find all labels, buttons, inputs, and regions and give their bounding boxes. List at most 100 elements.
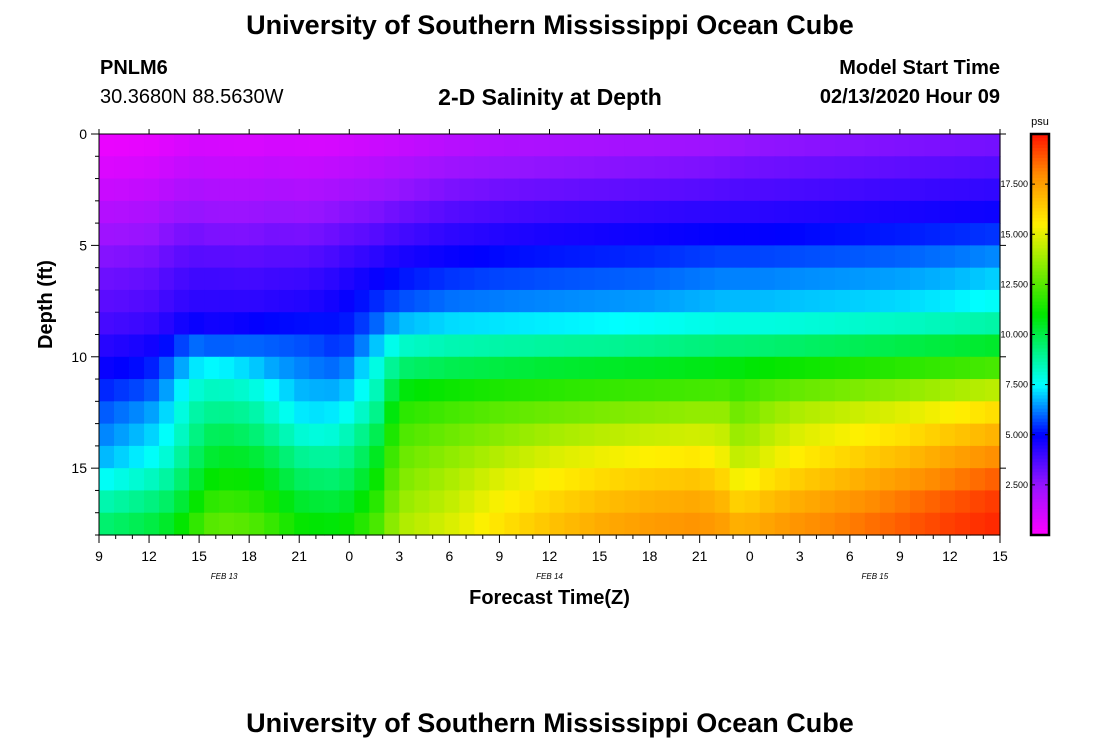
heatmap-cell (579, 200, 596, 224)
heatmap-cell (654, 468, 671, 492)
heatmap-cell (534, 356, 551, 380)
heatmap-cell (444, 356, 460, 380)
colorbar-segment (1031, 354, 1049, 359)
heatmap-cell (234, 178, 250, 202)
heatmap-cell (159, 512, 175, 536)
heatmap-cell (714, 223, 731, 246)
heatmap-cell (249, 423, 265, 447)
heatmap-cell (549, 334, 566, 358)
heatmap-cell (609, 312, 626, 336)
heatmap-cell (624, 178, 641, 202)
heatmap-cell (309, 334, 325, 358)
colorbar-segment (1031, 454, 1049, 459)
heatmap-cell (684, 356, 701, 380)
heatmap-cell (189, 423, 205, 447)
heatmap-cell (114, 468, 130, 492)
heatmap-cell (909, 267, 926, 291)
heatmap-cell (564, 156, 581, 180)
heatmap-cell (819, 468, 836, 492)
heatmap-cell (879, 423, 896, 447)
heatmap-cell (324, 245, 340, 269)
heatmap-cell (504, 468, 521, 492)
heatmap-cell (144, 490, 160, 514)
heatmap-cell (489, 468, 506, 492)
heatmap-cell (309, 200, 325, 224)
colorbar-segment (1031, 267, 1049, 272)
colorbar-segment (1031, 234, 1049, 239)
heatmap-cell (99, 134, 115, 157)
heatmap-cell (849, 445, 866, 469)
heatmap-cell (744, 490, 761, 514)
heatmap-cell (459, 401, 476, 425)
heatmap-cell (579, 356, 596, 380)
heatmap-cell (564, 468, 581, 492)
heatmap-cell (624, 445, 641, 469)
heatmap-cell (174, 356, 190, 380)
heatmap-cell (174, 379, 190, 402)
heatmap-cell (294, 334, 310, 358)
heatmap-cell (414, 134, 430, 157)
heatmap-cell (369, 334, 385, 358)
heatmap-cell (714, 200, 731, 224)
heatmap-cell (624, 134, 641, 157)
heatmap-cell (759, 134, 776, 157)
heatmap-cell (234, 512, 250, 536)
heatmap-cell (624, 200, 641, 224)
heatmap-cell (429, 312, 445, 336)
heatmap-cell (159, 468, 175, 492)
heatmap-cell (594, 379, 611, 402)
heatmap-cell (849, 512, 866, 536)
heatmap-cell (204, 289, 220, 313)
heatmap-cell (474, 379, 491, 402)
colorbar-segment (1031, 488, 1049, 493)
heatmap-cell (459, 312, 476, 336)
heatmap-cell (264, 289, 280, 313)
heatmap-cell (99, 423, 115, 447)
heatmap-cell (879, 134, 896, 157)
heatmap-cell (99, 356, 115, 380)
colorbar-segment (1031, 384, 1049, 389)
x-tick-label: 12 (942, 548, 958, 564)
heatmap-cell (159, 334, 175, 358)
heatmap-cell (264, 423, 280, 447)
heatmap-cell (639, 512, 656, 536)
x-tick-label: 9 (896, 548, 904, 564)
heatmap-cell (534, 379, 551, 402)
colorbar-segment (1031, 324, 1049, 329)
heatmap-cell (609, 134, 626, 157)
heatmap-cell (219, 312, 235, 336)
heatmap-cell (924, 490, 941, 514)
heatmap-cell (504, 223, 521, 246)
heatmap-cell (279, 156, 295, 180)
x-tick-label: 3 (395, 548, 403, 564)
heatmap-cell (804, 334, 821, 358)
heatmap-cell (954, 379, 971, 402)
heatmap-cell (834, 490, 851, 514)
heatmap-cell (984, 289, 1001, 313)
heatmap-cell (954, 423, 971, 447)
heatmap-cell (114, 200, 130, 224)
heatmap-cell (879, 401, 896, 425)
colorbar-segment (1031, 214, 1049, 219)
heatmap-cell (279, 490, 295, 514)
heatmap-cell (804, 200, 821, 224)
heatmap-cell (234, 134, 250, 157)
heatmap-cell (459, 200, 476, 224)
heatmap-cell (474, 156, 491, 180)
heatmap-cell (279, 200, 295, 224)
heatmap-cell (969, 245, 986, 269)
heatmap-cell (369, 289, 385, 313)
heatmap-cell (639, 490, 656, 514)
heatmap-cell (144, 312, 160, 336)
heatmap-cell (99, 468, 115, 492)
heatmap-cell (444, 289, 460, 313)
colorbar-segment (1031, 394, 1049, 399)
heatmap-cell (669, 267, 686, 291)
heatmap-cell (489, 223, 506, 246)
heatmap-cell (579, 401, 596, 425)
colorbar-segment (1031, 207, 1049, 212)
heatmap-cell (549, 379, 566, 402)
heatmap-cell (309, 512, 325, 536)
heatmap-cell (159, 445, 175, 469)
heatmap-cell (144, 156, 160, 180)
